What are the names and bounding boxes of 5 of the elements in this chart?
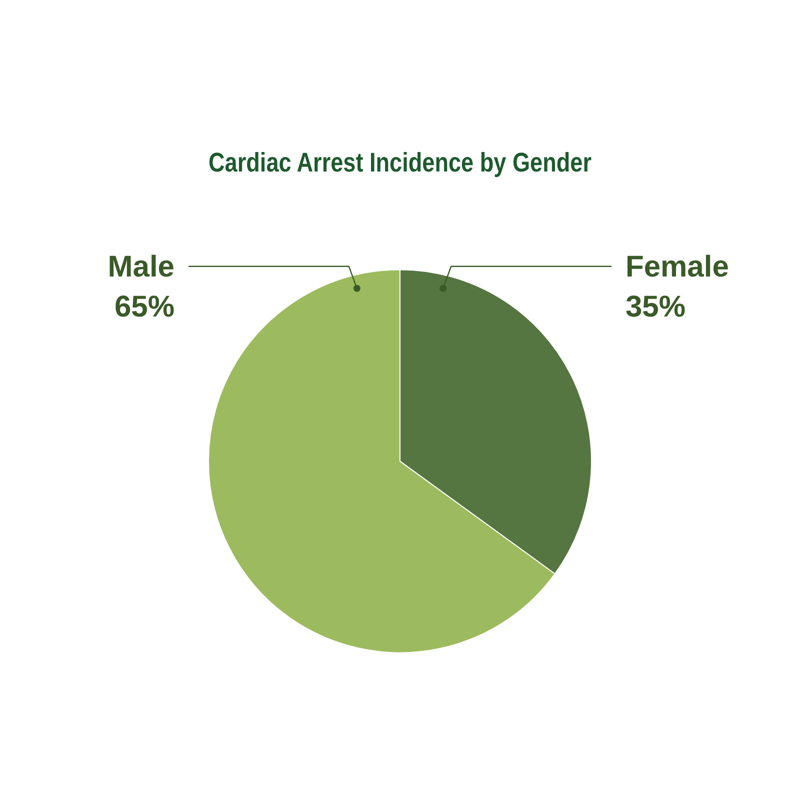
data-label: 65% xyxy=(114,290,174,324)
chart-title: Cardiac Arrest Incidence by Gender xyxy=(208,148,592,178)
slice-label: Male xyxy=(108,250,174,284)
data-label: 35% xyxy=(626,290,686,324)
slice-label: Female xyxy=(626,250,729,284)
